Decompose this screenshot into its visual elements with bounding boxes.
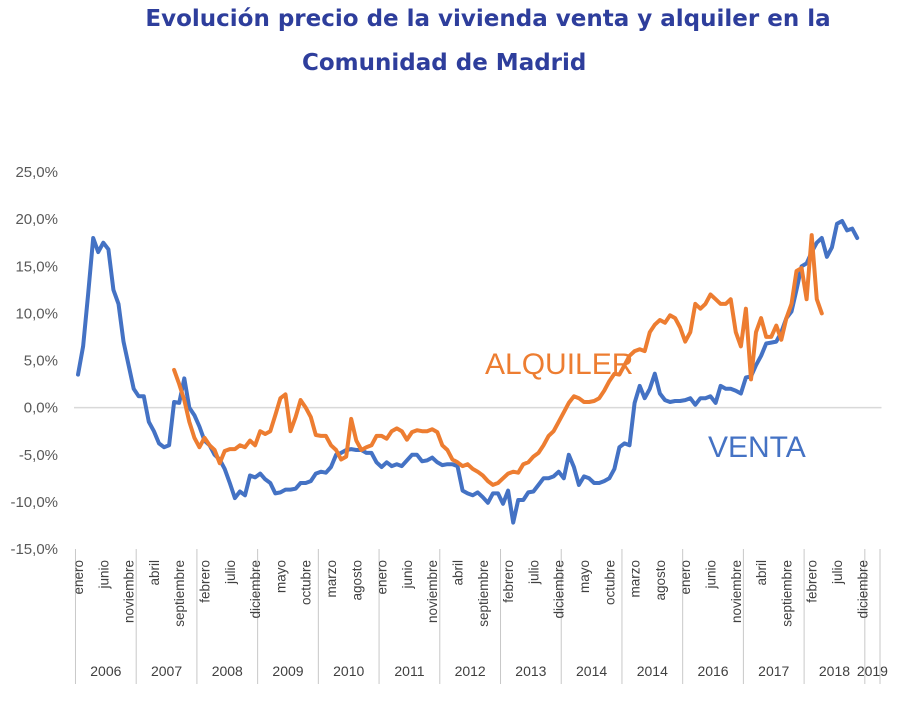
chart-title-line2: Comunidad de Madrid (302, 50, 587, 76)
month-tick-label: enero (375, 560, 390, 595)
year-label: 2019 (857, 663, 888, 679)
month-tick-label: febrero (501, 560, 516, 603)
month-tick-label: noviembre (425, 560, 440, 623)
year-label: 2011 (394, 663, 424, 679)
month-tick-label: enero (71, 560, 86, 595)
year-label: 2009 (272, 663, 303, 679)
month-tick-label: febrero (198, 560, 213, 603)
month-tick-label: abril (147, 560, 162, 586)
y-tick-label: -10,0% (10, 494, 58, 511)
month-tick-label: noviembre (122, 560, 137, 623)
month-tick-label: julio (223, 560, 238, 585)
month-tick-label: julio (830, 560, 845, 585)
month-tick-label: septiembre (779, 560, 794, 627)
year-label: 2008 (212, 663, 243, 679)
month-tick-label: septiembre (476, 560, 491, 627)
year-label: 2013 (515, 663, 546, 679)
month-tick-label: agosto (349, 560, 364, 601)
month-tick-label: enero (678, 560, 693, 595)
year-label: 2006 (90, 663, 121, 679)
month-tick-label: febrero (805, 560, 820, 603)
y-tick-label: 5,0% (24, 353, 58, 370)
month-tick-label: diciembre (248, 560, 263, 619)
chart-title: Evolución precio de la vivienda venta y … (145, 6, 831, 32)
month-tick-label: julio (526, 560, 541, 585)
year-label: 2010 (333, 663, 364, 679)
y-tick-label: 25,0% (15, 164, 58, 181)
month-tick-label: diciembre (855, 560, 870, 619)
month-tick-label: junio (704, 560, 719, 590)
year-label: 2014 (576, 663, 607, 679)
series-annotation-alquiler: ALQUILER (485, 348, 633, 381)
y-tick-label: 15,0% (15, 258, 58, 275)
month-tick-label: marzo (324, 560, 339, 598)
series-annotation-venta: VENTA (708, 431, 806, 464)
y-tick-label: 10,0% (15, 305, 58, 322)
month-tick-label: noviembre (729, 560, 744, 623)
year-label: 2018 (819, 663, 850, 679)
y-tick-label: 0,0% (24, 400, 58, 417)
month-tick-label: agosto (653, 560, 668, 601)
year-label: 2007 (151, 663, 182, 679)
y-tick-label: 20,0% (15, 211, 58, 228)
month-tick-label: mayo (273, 560, 288, 593)
year-label: 2016 (697, 663, 728, 679)
y-tick-label: -15,0% (10, 541, 58, 558)
month-tick-label: octubre (299, 560, 314, 605)
year-label: 2017 (758, 663, 789, 679)
month-tick-label: abril (451, 560, 466, 586)
series-line-venta (76, 219, 860, 525)
series-line-alquiler (172, 233, 824, 487)
month-tick-label: junio (96, 560, 111, 590)
y-tick-label: -5,0% (19, 447, 58, 464)
month-tick-label: mayo (577, 560, 592, 593)
year-label: 2014 (637, 663, 668, 679)
month-tick-label: septiembre (172, 560, 187, 627)
month-tick-label: marzo (628, 560, 643, 598)
month-tick-label: octubre (602, 560, 617, 605)
month-tick-label: diciembre (552, 560, 567, 619)
month-tick-label: junio (400, 560, 415, 590)
month-tick-label: abril (754, 560, 769, 586)
year-label: 2012 (455, 663, 486, 679)
